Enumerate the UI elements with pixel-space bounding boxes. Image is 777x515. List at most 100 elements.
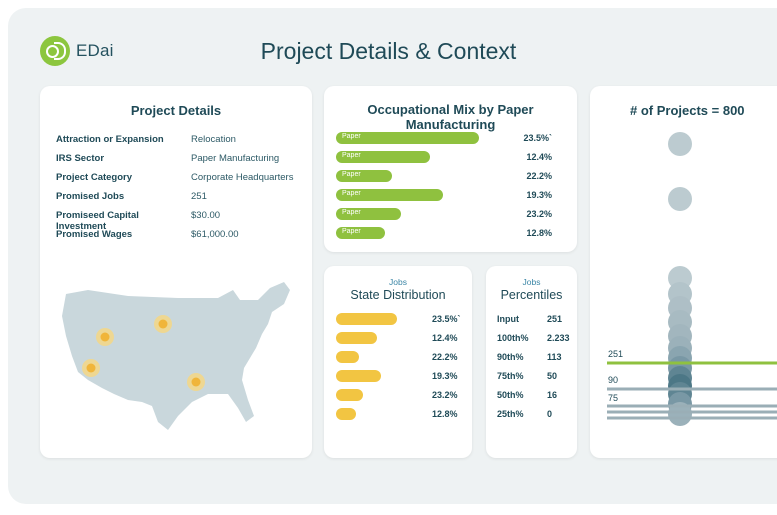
- percentile-row: Input 251: [497, 314, 562, 324]
- state-bar-row[interactable]: 19.3%: [336, 370, 466, 382]
- detail-row: Project Category Corporate Headquarters: [56, 172, 293, 183]
- detail-key: Promised Wages: [56, 229, 133, 240]
- percentile-key: 50th%: [497, 390, 524, 400]
- state-bar-value: 12.4%: [432, 333, 458, 343]
- detail-value: $30.00: [191, 210, 221, 221]
- state-bar-row[interactable]: 22.2%: [336, 351, 466, 363]
- percentile-row: 100th% 2.233: [497, 333, 570, 343]
- projects-distribution-card: # of Projects = 800 251 90 75: [590, 86, 777, 458]
- percentile-key: Input: [497, 314, 519, 324]
- percentile-key: 100th%: [497, 333, 529, 343]
- occupation-bar: [336, 170, 393, 182]
- percentile-value: 0: [547, 409, 553, 419]
- percentile-row: 25th% 0: [497, 409, 552, 419]
- projects-dot-plot[interactable]: [590, 86, 777, 458]
- percentile-key: 75th%: [497, 371, 524, 381]
- occupation-bar-row[interactable]: Paper 23.2%: [336, 208, 566, 220]
- map-marker[interactable]: [154, 315, 172, 333]
- occupation-bar-row[interactable]: Paper 22.2%: [336, 170, 566, 182]
- detail-row: Attraction or Expansion Relocation: [56, 134, 236, 145]
- occupation-bar-value: 22.2%: [526, 171, 552, 181]
- detail-value: 251: [191, 191, 207, 202]
- detail-row: Promised Wages $61,000.00: [56, 229, 239, 240]
- state-bar: [336, 332, 377, 344]
- map-marker[interactable]: [96, 328, 114, 346]
- percentile-value: 16: [547, 390, 558, 400]
- state-distribution-subtitle: Jobs: [389, 277, 407, 287]
- project-dots: [668, 132, 692, 426]
- occupation-bar: [336, 208, 401, 220]
- percentile-row: 75th% 50: [497, 371, 557, 381]
- percentile-value: 2.233: [547, 333, 570, 343]
- map-marker[interactable]: [187, 373, 205, 391]
- detail-key: Project Category: [56, 172, 133, 183]
- map-marker[interactable]: [82, 359, 100, 377]
- percentile-value: 50: [547, 371, 558, 381]
- project-details-card: Project Details Attraction or Expansion …: [40, 86, 312, 458]
- state-bar-row[interactable]: 23.5%`: [336, 313, 466, 325]
- us-map[interactable]: [58, 276, 298, 436]
- occupation-bar-value: 23.5%`: [523, 133, 552, 143]
- state-bar: [336, 370, 381, 382]
- state-bar-row[interactable]: 23.2%: [336, 389, 466, 401]
- occupation-bar: [336, 227, 386, 239]
- detail-value: Relocation: [191, 134, 236, 145]
- state-bar: [336, 389, 363, 401]
- us-map-shape: [62, 282, 290, 430]
- state-bar-value: 23.2%: [432, 390, 458, 400]
- detail-key: Promiseed Capital Investment: [56, 210, 139, 232]
- percentile-value: 113: [547, 352, 562, 362]
- projects-title: # of Projects = 800: [630, 103, 745, 118]
- occupation-bar-label: Paper: [342, 133, 361, 140]
- percentiles-subtitle: Jobs: [522, 277, 541, 287]
- detail-key: IRS Sector: [56, 153, 105, 164]
- edai-logo-icon: [40, 36, 70, 66]
- percentiles-title: Percentiles: [500, 288, 563, 302]
- occupation-bar-label: Paper: [342, 152, 361, 159]
- detail-row: Promised Jobs 251: [56, 191, 207, 202]
- occupation-bar-row[interactable]: Paper 12.4%: [336, 151, 566, 163]
- detail-value: $61,000.00: [191, 229, 239, 240]
- occupation-bar-value: 23.2%: [526, 209, 552, 219]
- state-bar-value: 19.3%: [432, 371, 458, 381]
- occupation-bar-value: 19.3%: [526, 190, 552, 200]
- detail-key: Promised Jobs: [56, 191, 125, 202]
- occupation-bar-label: Paper: [342, 171, 361, 178]
- occupation-bar-label: Paper: [342, 228, 361, 235]
- state-bar: [336, 408, 356, 420]
- percentiles-card: Jobs Percentiles Input 251 100th% 2.233 …: [486, 266, 577, 458]
- line-label-75: 75: [608, 393, 619, 403]
- occupation-bar: [336, 132, 479, 144]
- percentile-value: 251: [547, 314, 563, 324]
- occupational-mix-title: Occupational Mix by Paper Manufacturing: [367, 102, 534, 132]
- state-distribution-card: Jobs State Distribution 23.5%` 12.4% 22.…: [324, 266, 472, 458]
- occupation-bar: [336, 189, 444, 201]
- occupation-bar-row[interactable]: Paper 23.5%`: [336, 132, 566, 144]
- brand-name: EDai: [76, 41, 114, 60]
- occupation-bar-label: Paper: [342, 209, 361, 216]
- page-title: Project Details & Context: [260, 38, 517, 64]
- state-distribution-title: State Distribution: [350, 288, 446, 302]
- state-bar-row[interactable]: 12.8%: [336, 408, 466, 420]
- detail-row: IRS Sector Paper Manufacturing: [56, 153, 279, 164]
- percentile-row: 90th% 113: [497, 352, 562, 362]
- percentile-row: 50th% 16: [497, 390, 557, 400]
- detail-row: Promiseed Capital Investment $30.00: [56, 210, 220, 232]
- detail-value: Corporate Headquarters: [191, 172, 294, 183]
- occupation-bar-row[interactable]: Paper 12.8%: [336, 227, 566, 239]
- state-bar: [336, 351, 360, 363]
- state-bar-row[interactable]: 12.4%: [336, 332, 466, 344]
- occupation-bar-label: Paper: [342, 190, 361, 197]
- detail-key: Attraction or Expansion: [56, 134, 164, 145]
- occupation-bar-value: 12.8%: [526, 228, 552, 238]
- state-bar-value: 23.5%`: [432, 314, 461, 324]
- occupation-bar-row[interactable]: Paper 19.3%: [336, 189, 566, 201]
- line-label-90: 90: [608, 375, 619, 385]
- occupation-bar-value: 12.4%: [526, 152, 552, 162]
- state-bar-value: 22.2%: [432, 352, 458, 362]
- detail-value: Paper Manufacturing: [191, 153, 280, 164]
- occupation-bar: [336, 151, 430, 163]
- occupational-mix-card: Occupational Mix by Paper Manufacturing …: [324, 86, 577, 252]
- percentile-key: 90th%: [497, 352, 524, 362]
- brand-logo[interactable]: EDai: [40, 36, 114, 66]
